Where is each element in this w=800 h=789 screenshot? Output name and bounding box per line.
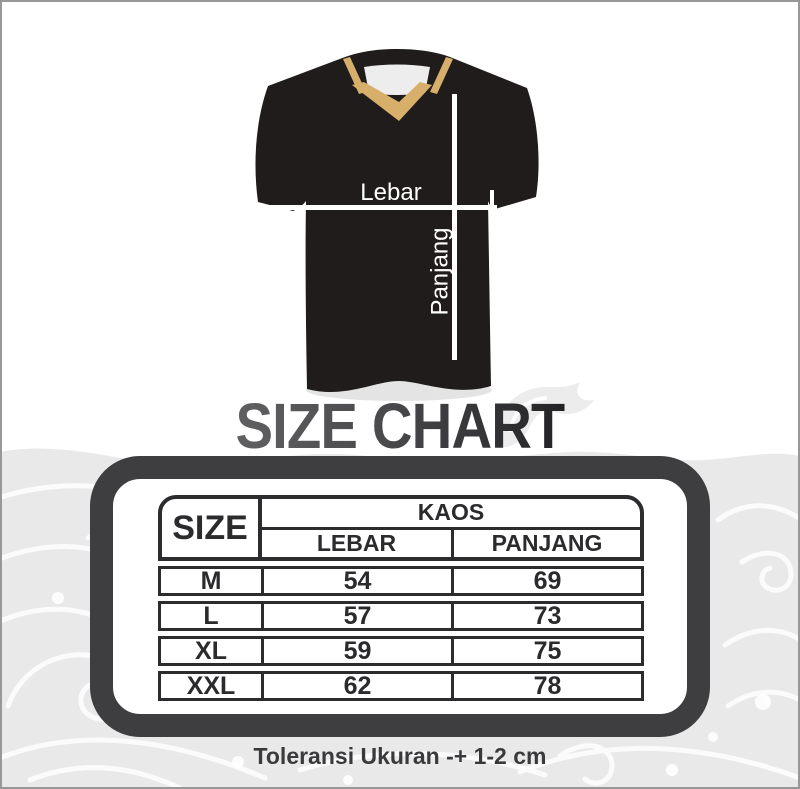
row-size: M xyxy=(200,567,222,595)
table-header: SIZE KAOS LEBAR PANJANG xyxy=(158,495,644,561)
length-column-header: PANJANG xyxy=(451,529,640,557)
row-length-value: 78 xyxy=(533,672,562,700)
length-label: Panjang xyxy=(426,227,454,316)
size-table: SIZE KAOS LEBAR PANJANG M 54 69 L 57 73 … xyxy=(158,495,644,701)
row-size: XXL xyxy=(186,672,236,700)
row-width-value: 62 xyxy=(261,674,454,699)
width-label: Lebar xyxy=(360,179,422,206)
width-measure-line xyxy=(263,205,497,210)
row-length-value: 75 xyxy=(533,637,562,665)
row-size: L xyxy=(203,602,219,630)
collar-vneck-band xyxy=(352,82,432,121)
page-title-wrap: SIZE CHART xyxy=(0,394,800,458)
row-size: XL xyxy=(195,637,227,665)
size-column-header: SIZE xyxy=(162,499,262,557)
kaos-group-column: KAOS LEBAR PANJANG xyxy=(262,499,640,557)
row-length-value: 73 xyxy=(533,602,562,630)
table-row: XXL 62 78 xyxy=(158,671,644,701)
row-width-value: 54 xyxy=(261,569,454,594)
size-chart-panel: SIZE KAOS LEBAR PANJANG M 54 69 L 57 73 … xyxy=(90,456,710,737)
group-header: KAOS xyxy=(262,499,640,530)
sub-header-row: LEBAR PANJANG xyxy=(262,529,640,557)
table-row: L 57 73 xyxy=(158,601,644,631)
collar-trim-right xyxy=(430,57,453,94)
row-width-value: 57 xyxy=(261,604,454,629)
tolerance-note: Toleransi Ukuran -+ 1-2 cm xyxy=(253,743,547,769)
page-title: SIZE CHART xyxy=(235,390,565,462)
shirt-body xyxy=(255,49,539,393)
table-row: XL 59 75 xyxy=(158,636,644,666)
table-row: M 54 69 xyxy=(158,566,644,596)
collar-inner xyxy=(364,64,430,95)
length-measure-line xyxy=(452,94,457,360)
width-measure-end-tick xyxy=(490,190,494,209)
cloud-swirl xyxy=(495,382,594,448)
row-length-value: 69 xyxy=(533,567,562,595)
row-width-value: 59 xyxy=(261,639,454,664)
width-column-header: LEBAR xyxy=(316,529,397,556)
tshirt-illustration xyxy=(255,49,539,401)
